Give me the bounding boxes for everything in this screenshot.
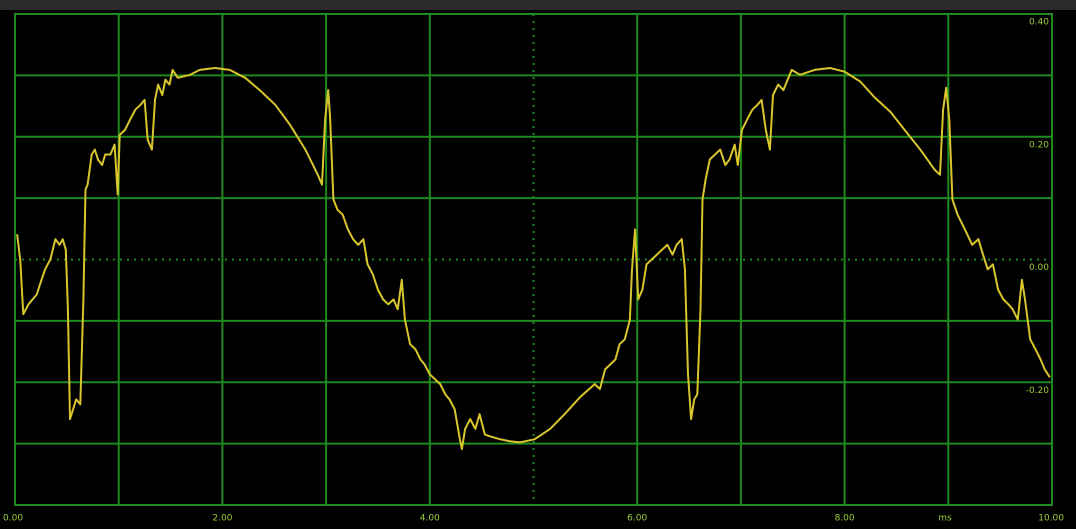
x-tick-label: 0.00	[3, 514, 23, 524]
x-tick-label: 10.00	[1038, 514, 1064, 524]
y-tick-label: -0.20	[1026, 386, 1050, 396]
x-tick-label: 4.00	[420, 514, 440, 524]
x-axis-unit: ms	[938, 514, 952, 524]
y-tick-label: 0.40	[1029, 18, 1049, 28]
x-tick-label: 8.00	[835, 514, 855, 524]
x-tick-label: 2.00	[212, 514, 232, 524]
x-tick-label: 6.00	[627, 514, 647, 524]
y-tick-label: 0.20	[1029, 140, 1049, 150]
top-strip	[0, 0, 1076, 10]
y-tick-label: 0.00	[1029, 263, 1049, 273]
signal-trace	[16, 67, 1051, 451]
